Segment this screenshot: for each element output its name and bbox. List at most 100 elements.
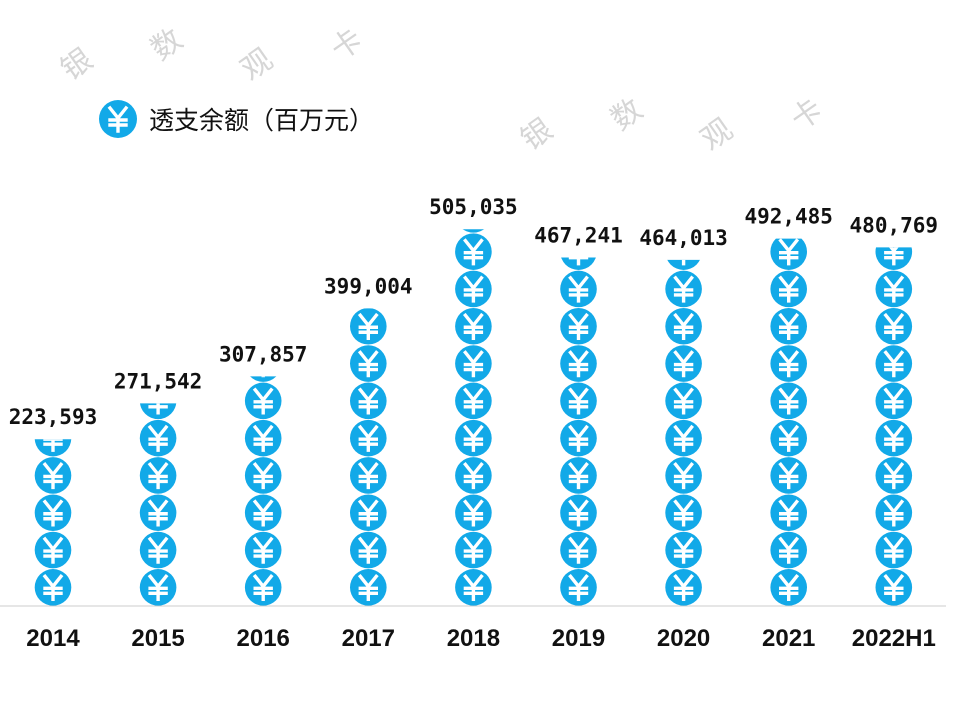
yuan-coin-icon [665, 419, 702, 457]
yuan-coin-icon [139, 457, 177, 494]
x-tick-label: 2018 [447, 625, 500, 652]
legend: 透支余额（百万元） [99, 100, 374, 138]
yuan-coin-icon [139, 419, 177, 457]
value-label: 492,485 [744, 205, 833, 229]
value-label: 223,593 [9, 405, 98, 429]
yuan-coin-icon [770, 307, 807, 345]
yuan-coin-icon [875, 382, 913, 420]
bar-2018 [455, 229, 492, 606]
value-label: 480,769 [850, 213, 939, 237]
bar-2021 [770, 238, 807, 606]
yuan-coin-icon [770, 270, 807, 308]
x-tick-label: 2014 [26, 625, 80, 652]
x-tick-label: 2016 [237, 625, 290, 652]
yuan-coin-icon [560, 419, 597, 457]
yuan-coin-icon [875, 494, 913, 532]
yuan-coin-icon [560, 457, 597, 494]
yuan-coin-icon [665, 494, 702, 532]
value-label: 307,857 [219, 342, 308, 366]
yuan-coin-icon [250, 376, 277, 382]
bar-2016 [244, 376, 282, 606]
x-tick-label: 2022H1 [852, 625, 936, 652]
yuan-coin-icon [350, 531, 387, 569]
yuan-coin-icon [455, 494, 492, 532]
yuan-coin-icon [139, 403, 177, 420]
yuan-coin-icon [560, 270, 597, 308]
yuan-coin-icon [560, 345, 597, 382]
yuan-coin-icon [770, 531, 807, 569]
yuan-coin-icon [139, 531, 177, 569]
yuan-coin-icon [875, 419, 913, 457]
bar-2014 [34, 439, 72, 606]
value-label: 271,542 [114, 369, 203, 393]
bar-2015 [139, 403, 177, 606]
x-tick-label: 2021 [762, 625, 815, 652]
value-label: 467,241 [534, 223, 623, 247]
yuan-coin-icon [875, 247, 913, 270]
yuan-coin-icon [244, 382, 282, 420]
yuan-coin-icon [34, 531, 72, 569]
yuan-coin-icon [770, 419, 807, 457]
yuan-coin-icon [34, 439, 72, 457]
yuan-coin-icon [455, 233, 492, 270]
yuan-coin-icon [875, 457, 913, 494]
bar-2022H1 [875, 247, 913, 606]
yuan-coin-icon [665, 382, 702, 420]
x-tick-label: 2017 [342, 625, 395, 652]
yuan-coin-icon [770, 494, 807, 532]
bar-2020 [665, 259, 702, 606]
yuan-coin-icon [770, 238, 807, 270]
yuan-coin-icon [667, 259, 700, 270]
yuan-coin-icon [350, 419, 387, 457]
yuan-coin-icon [244, 457, 282, 494]
yuan-coin-icon [875, 307, 913, 345]
yuan-coin-icon [455, 307, 492, 345]
yuan-coin-icon [875, 531, 913, 569]
value-label: 505,035 [429, 195, 518, 219]
yuan-coin-icon [462, 229, 485, 233]
yuan-coin-icon [139, 569, 177, 606]
bar-2017 [350, 308, 387, 606]
yuan-coin-icon [244, 531, 282, 569]
yuan-coin-icon [875, 270, 913, 308]
yuan-coin-icon [455, 345, 492, 382]
yuan-coin-icon [665, 270, 702, 308]
yuan-coin-icon [455, 270, 492, 308]
yuan-coin-icon [244, 569, 282, 606]
yuan-coin-icon [34, 569, 72, 606]
yuan-coin-icon [770, 457, 807, 494]
x-tick-label: 2020 [657, 625, 710, 652]
yuan-coin-icon [350, 345, 387, 382]
yuan-coin-icon [350, 457, 387, 494]
value-label: 399,004 [324, 274, 413, 298]
yuan-coin-icon [455, 569, 492, 606]
value-label: 464,013 [639, 226, 728, 250]
legend-label: 透支余额（百万元） [149, 106, 375, 135]
yuan-coin-icon [561, 257, 596, 270]
yuan-coin-icon [875, 345, 913, 382]
x-tick-label: 2015 [131, 625, 184, 652]
yuan-coin-icon [244, 419, 282, 457]
yuan-coin-icon [139, 494, 177, 532]
yuan-coin-icon [875, 569, 913, 606]
yuan-coin-icon [560, 382, 597, 420]
yuan-coin-icon [455, 457, 492, 494]
yuan-coin-icon [770, 382, 807, 420]
yuan-coin-icon [560, 307, 597, 345]
yuan-coin-icon [560, 531, 597, 569]
yuan-coin-icon [244, 494, 282, 532]
x-tick-label: 2019 [552, 625, 605, 652]
yuan-coin-icon [455, 531, 492, 569]
yuan-coin-icon [34, 494, 72, 532]
yuan-coin-icon [455, 382, 492, 420]
yuan-coin-icon [665, 345, 702, 382]
yuan-coin-icon [350, 382, 387, 420]
yuan-coin-icon [34, 457, 72, 494]
yuan-coin-icon [350, 308, 387, 345]
yuan-coin-icon [350, 569, 387, 606]
yuan-coin-icon [770, 569, 807, 606]
yuan-coin-icon [665, 569, 702, 606]
yuan-coin-icon [665, 531, 702, 569]
yuan-coin-icon [560, 569, 597, 606]
